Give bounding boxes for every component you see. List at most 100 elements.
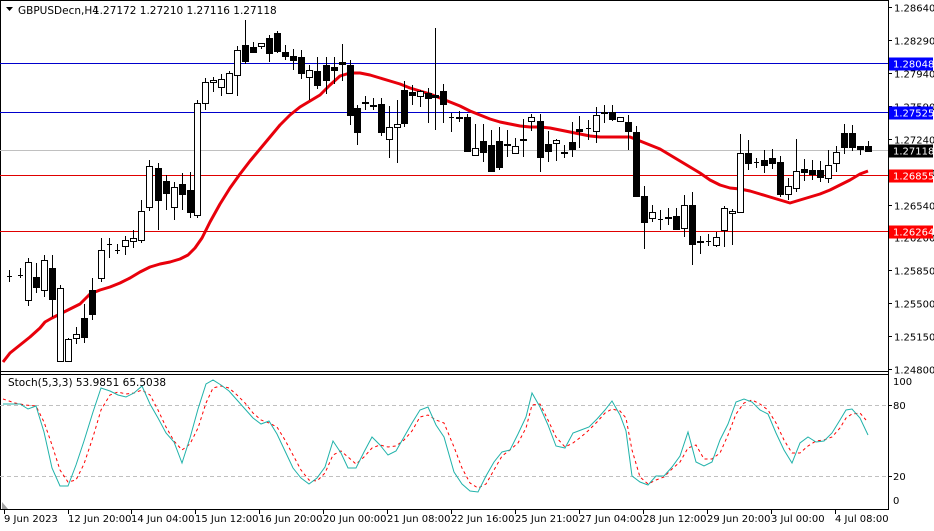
candle (817, 161, 824, 182)
candle (553, 139, 560, 161)
candle (449, 113, 454, 132)
candle (401, 81, 408, 127)
ohlc-label: 1.27172 1.27210 1.27116 1.27118 (93, 5, 277, 17)
candle (298, 50, 305, 79)
candle (49, 255, 56, 317)
candle (609, 105, 616, 121)
candle (488, 130, 495, 172)
candle (115, 244, 120, 254)
candle (258, 43, 265, 49)
candle (234, 46, 241, 96)
scroll-shift-marker-icon[interactable] (2, 502, 8, 509)
time-tick-label: 20 Jun 00:00 (323, 514, 387, 525)
candle (81, 304, 88, 343)
candle (865, 141, 872, 152)
price-tick-label: 1.25500 (894, 300, 934, 311)
resistance-price-badge (889, 57, 933, 71)
time-tick-label: 9 Jun 2023 (4, 514, 58, 525)
candle (202, 78, 209, 110)
candle (706, 234, 711, 246)
candle (65, 338, 72, 362)
candle (314, 57, 321, 89)
candle (122, 236, 129, 255)
time-tick-label: 29 Jun 20:00 (707, 514, 771, 525)
candle (306, 65, 313, 100)
candle (809, 160, 816, 180)
candle (545, 131, 552, 162)
price-tick-label: 1.27940 (894, 70, 934, 81)
candle (464, 114, 471, 152)
candle (417, 90, 424, 107)
candle (593, 107, 600, 143)
stoch-levels (0, 405, 888, 477)
price-tick-label: 1.28290 (894, 37, 934, 48)
resistance-price-label: 1.28048 (893, 60, 934, 71)
resistance-price-badge (889, 106, 933, 120)
candle (754, 158, 759, 168)
support-price-badge (889, 169, 933, 183)
candle (290, 49, 297, 70)
candle (187, 172, 194, 218)
candle (576, 116, 583, 148)
stochastic-lines (2, 379, 869, 493)
resistance-price-label: 1.27525 (893, 109, 934, 120)
candle (89, 278, 96, 320)
candle (266, 35, 273, 62)
stoch-main-line (3, 379, 869, 493)
candle (665, 208, 672, 225)
time-tick-label: 15 Jun 12:00 (195, 514, 259, 525)
candle (745, 140, 752, 170)
price-tick-label: 1.25150 (894, 333, 934, 344)
symbol-label: GBPUSDecn,H4 (18, 5, 99, 17)
candle (33, 263, 40, 293)
time-tick-label: 3 Jul 00:00 (771, 514, 825, 525)
candle (658, 210, 663, 230)
candle (569, 122, 576, 157)
candle (496, 127, 503, 170)
candle (729, 209, 736, 245)
candle (155, 163, 162, 230)
time-tick-label: 27 Jun 04:00 (579, 514, 643, 525)
candle (323, 57, 330, 94)
candle (440, 84, 447, 123)
candle (282, 45, 289, 60)
candle (7, 270, 12, 282)
candle (226, 71, 233, 94)
candle (641, 186, 648, 249)
support-price-label: 1.26264 (893, 228, 934, 239)
candle (354, 105, 361, 145)
candle (347, 60, 354, 125)
candle (194, 100, 201, 218)
stoch-axis: 100 80 20 0 (888, 377, 912, 507)
stoch-level-label: 0 (893, 496, 899, 507)
time-tick-label: 25 Jun 21:00 (515, 514, 579, 525)
candlesticks (7, 20, 872, 362)
price-tick-label: 1.26540 (894, 202, 934, 213)
candle (218, 74, 225, 96)
candle (537, 114, 544, 172)
candle (849, 125, 856, 151)
time-tick-label: 16 Jun 20:00 (259, 514, 323, 525)
candle (777, 156, 784, 197)
time-tick-label: 21 Jun 08:00 (387, 514, 451, 525)
time-tick-label: 12 Jun 20:00 (68, 514, 132, 525)
moving-average-line (1, 71, 869, 363)
dropdown-triangle-icon[interactable] (6, 7, 13, 11)
candle (274, 31, 281, 53)
candle (25, 258, 32, 306)
price-tick-label: 1.26200 (894, 234, 934, 245)
stoch-label: Stoch(5,3,3) 53.9851 65.5038 (8, 377, 166, 389)
time-axis[interactable]: 9 Jun 2023 12 Jun 20:00 14 Jun 04:00 15 Jun… (2, 502, 889, 525)
candle (761, 150, 768, 173)
candle (242, 20, 249, 64)
price-tick-label: 1.24800 (894, 366, 934, 377)
candle (681, 195, 688, 237)
price-tick-label: 1.25850 (894, 267, 934, 278)
candle (138, 200, 145, 243)
candle (841, 124, 848, 154)
candle (370, 98, 377, 110)
time-tick-label: 28 Jun 12:00 (643, 514, 707, 525)
